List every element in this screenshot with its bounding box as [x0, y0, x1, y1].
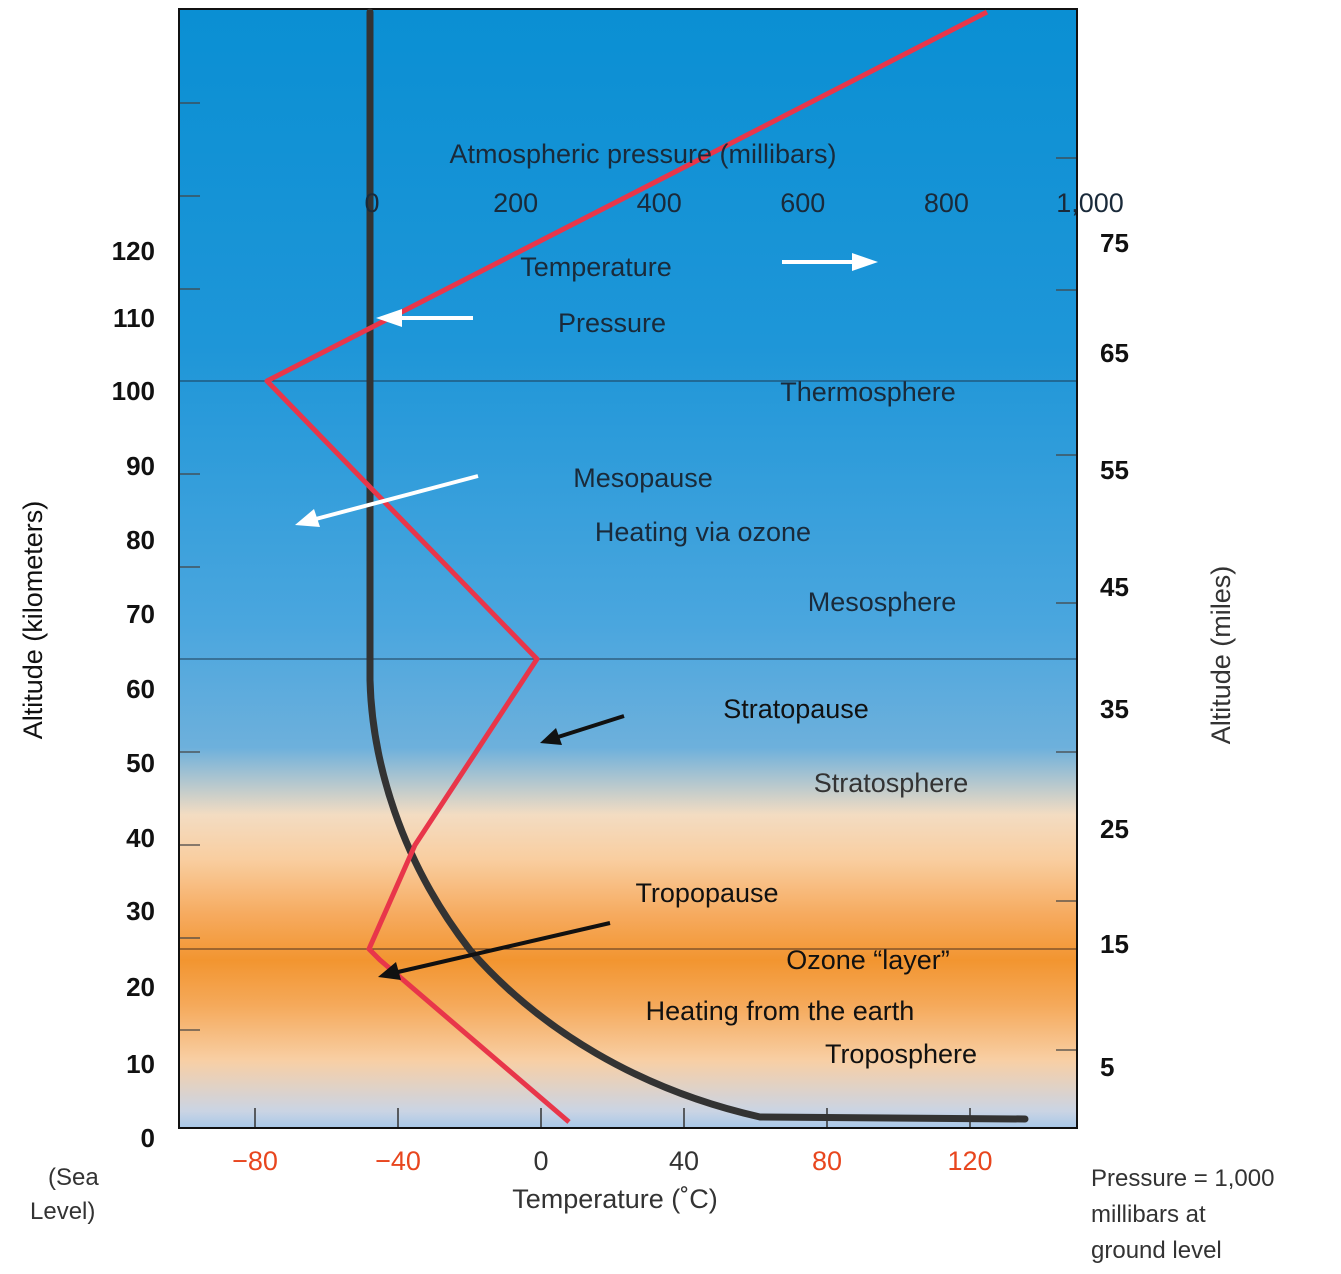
pressure-tick-label: 600 [780, 188, 825, 218]
kilometer-tick-label: 100 [112, 376, 155, 406]
ozone-layer-label: Ozone “layer” [786, 945, 950, 975]
mile-tick-labels: 5 15 25 35 45 55 65 75 [1100, 228, 1129, 1082]
kilometer-tick-label: 120 [112, 236, 155, 266]
kilometer-tick-labels: 0 10 20 30 40 50 60 70 80 90 100 110 120 [112, 236, 155, 1153]
pressure-tick-label: 400 [637, 188, 682, 218]
sea-level-line2: Level) [30, 1198, 95, 1225]
mile-tick-label: 15 [1100, 929, 1129, 959]
stratosphere-label: Stratosphere [814, 768, 969, 798]
kilometer-tick-label: 50 [126, 748, 155, 778]
stratopause-label: Stratopause [723, 694, 869, 724]
temperature-label: Temperature [520, 252, 672, 282]
mile-tick-label: 45 [1100, 572, 1129, 602]
kilometer-tick-label: 70 [126, 599, 155, 629]
mile-tick-label: 75 [1100, 228, 1129, 258]
temperature-tick-label: 40 [669, 1146, 699, 1176]
stratopause-arrow [540, 714, 625, 745]
kilometer-tick-label: 0 [141, 1123, 155, 1153]
mile-tick-label: 25 [1100, 814, 1129, 844]
pressure-tick-labels: 0 200 400 600 800 1,000 [364, 188, 1123, 218]
pressure-curve [366, 8, 1029, 1123]
temperature-tick-label: 80 [812, 1146, 842, 1176]
kilometer-tick-label: 10 [126, 1049, 155, 1079]
pressure-tick-label: 1,000 [1056, 188, 1124, 218]
temperature-tick-label: 120 [947, 1146, 992, 1176]
temperature-tick-labels: −80 −40 0 40 80 120 [232, 1146, 992, 1176]
mesopause-arrow [295, 474, 479, 527]
pressure-tick-label: 200 [493, 188, 538, 218]
side-tick-marks [179, 102, 1077, 1051]
temperature-arrow [782, 253, 878, 271]
mesosphere-label: Mesosphere [808, 587, 957, 617]
kilometer-tick-label: 40 [126, 823, 155, 853]
tropopause-label: Tropopause [635, 878, 778, 908]
pressure-arrow [376, 309, 473, 327]
mile-tick-label: 5 [1100, 1052, 1114, 1082]
right-axis-title: Altitude (miles) [1206, 566, 1236, 745]
kilometer-tick-label: 110 [113, 303, 155, 333]
pressure-tick-label: 0 [364, 188, 379, 218]
temperature-tick-label: −40 [375, 1146, 421, 1176]
heating-via-ozone-label: Heating via ozone [595, 517, 811, 547]
pressure-label: Pressure [558, 308, 666, 338]
kilometer-tick-label: 80 [126, 525, 155, 555]
kilometer-tick-label: 90 [126, 451, 155, 481]
kilometer-tick-label: 20 [126, 972, 155, 1002]
temperature-axis-title: Temperature (˚C) [512, 1184, 718, 1214]
pressure-axis-title: Atmospheric pressure (millibars) [449, 139, 836, 169]
kilometer-tick-label: 30 [126, 896, 155, 926]
heating-from-earth-label: Heating from the earth [646, 996, 915, 1026]
mesopause-label: Mesopause [573, 463, 713, 493]
left-axis-title: Altitude (kilometers) [18, 501, 48, 740]
troposphere-label: Troposphere [825, 1039, 977, 1069]
kilometer-tick-label: 60 [126, 674, 155, 704]
pressure-note-line2: millibars at [1091, 1201, 1206, 1228]
mile-tick-label: 55 [1100, 455, 1129, 485]
pressure-note-line3: ground level [1091, 1237, 1222, 1264]
pressure-tick-label: 800 [924, 188, 969, 218]
temperature-tick-label: 0 [533, 1146, 548, 1176]
temperature-curve [264, 9, 989, 1124]
thermosphere-label: Thermosphere [780, 377, 956, 407]
plot-frame [178, 8, 1078, 1129]
temperature-tick-label: −80 [232, 1146, 278, 1176]
mile-tick-label: 65 [1100, 338, 1129, 368]
tropopause-arrow [378, 921, 611, 980]
pressure-note-line1: Pressure = 1,000 [1091, 1165, 1274, 1192]
mile-tick-label: 35 [1100, 694, 1129, 724]
sea-level-line1: (Sea [48, 1164, 99, 1191]
